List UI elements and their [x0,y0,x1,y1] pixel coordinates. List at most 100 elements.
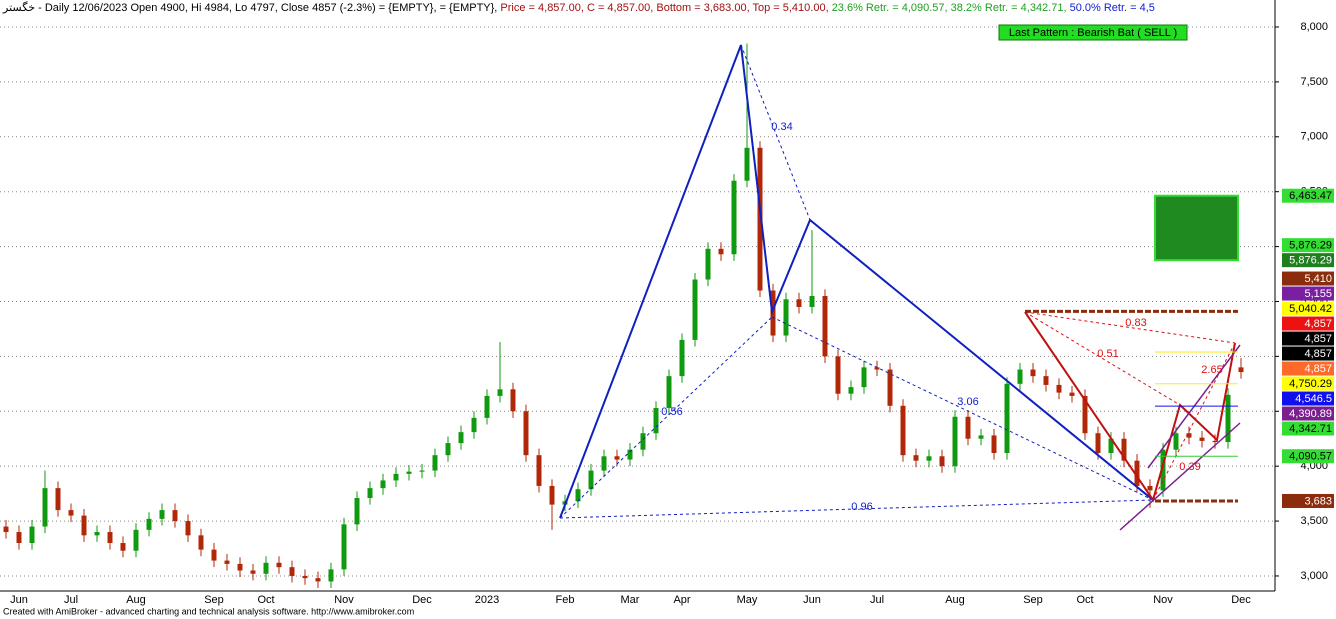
candle-body [1069,392,1075,396]
candle-body [198,535,204,550]
candle-body [1095,433,1101,453]
candle-body [1134,460,1140,486]
candle-body [1173,433,1179,450]
price-box-label: 5,876.29 [1289,255,1332,267]
price-box [1282,449,1334,464]
ratio-label: 0.96 [851,501,872,513]
candle-body [900,405,906,456]
candle-body [341,524,347,570]
price-box-label: 5,040.42 [1289,303,1332,315]
ratio-label: 0.83 [1125,317,1146,329]
price-box-label: 5,876.29 [1289,240,1332,252]
candle-body [263,562,269,574]
x-tick-label: Oct [1076,594,1093,606]
candle-body [627,449,633,460]
candle-body [1017,369,1023,384]
price-box [1282,238,1334,253]
ratio-label: 0.39 [1179,461,1200,473]
x-tick-label: Aug [945,594,965,606]
price-box-label: 4,857 [1304,363,1332,375]
candle-body [185,521,191,536]
price-box-label: 3,683 [1304,495,1332,507]
candle-body [159,510,165,519]
candle-body [497,389,503,396]
price-box [1282,361,1334,376]
ratio-label: 3.06 [957,396,978,408]
ratio-label: 0.34 [771,121,792,133]
price-box-label: 6,463.47 [1289,190,1332,202]
candle-body [1238,367,1244,373]
candle-body [3,526,9,533]
candle-body [133,529,139,551]
title-segment: 23.6% Retr. = 4,090.57, [832,2,951,14]
candle-body [1030,369,1036,377]
candle-body [289,567,295,576]
price-box [1282,316,1334,331]
price-box [1282,406,1334,421]
ratio-label: 0.56 [661,406,682,418]
price-box [1282,271,1334,286]
candle-body [250,570,256,574]
ratio-label: 2.65 [1201,364,1222,376]
candle-body [1199,437,1205,441]
x-tick-label: Jun [10,594,28,606]
candle-body [965,416,971,439]
price-box-label: 4,342.71 [1289,423,1332,435]
candle-body [640,433,646,450]
candle-body [1160,449,1166,491]
title-segment: 50.0% Retr. = 4,5 [1070,2,1155,14]
candle-body [1147,485,1153,491]
x-tick-label: Jul [870,594,884,606]
candle-body [484,395,490,418]
candle-body [1108,438,1114,453]
candle-body [601,456,607,471]
price-box [1282,421,1334,436]
candle-body [471,417,477,433]
credit: Created with AmiBroker - advanced charti… [3,606,414,616]
candle-body [42,488,48,527]
candle-body [302,575,308,579]
price-box-label: 4,750.29 [1289,378,1332,390]
pattern-label: Last Pattern : Bearish Bat ( SELL ) [1009,27,1177,39]
candle-body [536,455,542,486]
price-box [1282,188,1334,203]
pattern-lines [559,44,1241,531]
pattern-badge [998,24,1188,41]
candle-body [107,532,113,544]
candle-body [68,510,74,516]
y-tick-label: 3,500 [1300,515,1328,527]
x-tick-label: Jul [64,594,78,606]
x-tick-label: May [737,594,758,606]
candle-body [575,489,581,502]
candle-layer [3,43,1244,589]
candle-body [861,367,867,388]
candle-body [172,510,178,522]
candle-body [913,455,919,461]
title-segment: خگستر - Daily 12/06/2023 Open 4900, Hi 4… [2,1,500,14]
price-box-label: 4,857 [1304,318,1332,330]
candle-body [510,389,516,412]
candle-body [367,488,373,499]
x-tick-label: Jun [803,594,821,606]
price-box [1282,391,1334,406]
candle-body [978,435,984,439]
price-box-label: 4,857 [1304,333,1332,345]
candle-body [328,569,334,582]
x-tick-label: Dec [1231,594,1251,606]
candle-body [705,248,711,280]
x-tick-label: 2023 [475,594,499,606]
candle-body [445,443,451,456]
candle-body [991,435,997,453]
candle-body [1056,384,1062,393]
candle-body [809,295,815,307]
price-box-label: 4,090.57 [1289,451,1332,463]
price-box [1282,286,1334,301]
candle-body [29,526,35,544]
candle-body [1186,433,1192,438]
candle-body [211,549,217,561]
candle-body [666,376,672,408]
candle-body [653,407,659,434]
candle-body [549,485,555,505]
